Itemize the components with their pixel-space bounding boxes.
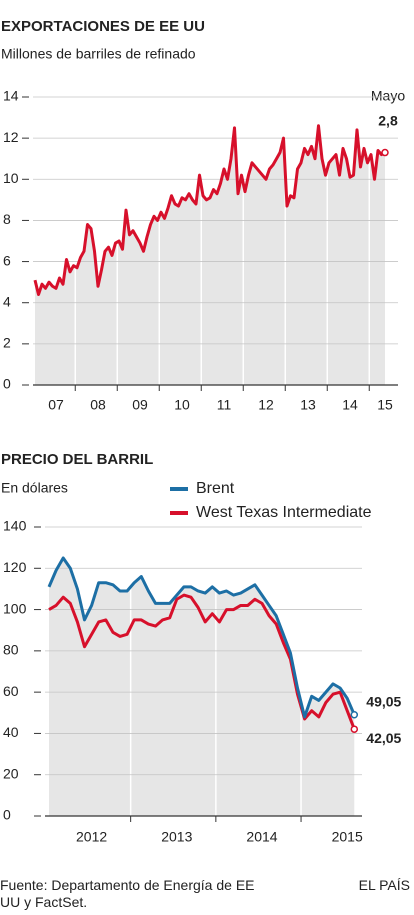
x-tick-label: 14 <box>342 397 358 413</box>
x-tick-label: 07 <box>48 397 64 413</box>
y-tick-label: 6 <box>3 252 11 268</box>
x-tick-label: 2015 <box>332 829 363 845</box>
y-tick-label: 100 <box>3 600 27 616</box>
y-tick-label: 0 <box>3 376 11 392</box>
y-tick-label: 0 <box>3 807 11 823</box>
y-tick-label: 14 <box>3 88 19 104</box>
y-tick-label: 2 <box>3 335 11 351</box>
x-tick-label: 2013 <box>161 829 192 845</box>
y-tick-label: 140 <box>3 518 27 534</box>
x-tick-label: 10 <box>174 397 190 413</box>
area <box>35 125 385 386</box>
x-tick-label: 2014 <box>246 829 277 845</box>
series-line <box>47 556 356 719</box>
end-marker <box>350 725 359 733</box>
exports-chart: EXPORTACIONES DE EE UU Millones de barri… <box>1 18 405 413</box>
y-tick-label: 60 <box>3 683 19 699</box>
credit: EL PAÍS <box>358 877 410 893</box>
annotation: Mayo <box>371 88 405 104</box>
x-tick-label: 09 <box>132 397 148 413</box>
x-tick-label: 12 <box>258 397 274 413</box>
y-tick-label: 8 <box>3 211 11 227</box>
x-tick-label: 11 <box>217 397 232 413</box>
legend-label: West Texas Intermediate <box>196 504 372 521</box>
y-tick-label: 4 <box>3 293 11 309</box>
legend-label: Brent <box>196 480 235 497</box>
y-tick-label: 80 <box>3 642 19 658</box>
price-chart: PRECIO DEL BARRIL En dólares 0 20 40 60 80 10… <box>1 451 402 845</box>
y-tick-label: 12 <box>3 129 19 145</box>
value-label: 49,05 <box>366 693 401 709</box>
chart-subtitle: Millones de barriles de refinado <box>1 46 196 62</box>
end-marker <box>381 148 389 157</box>
series-line <box>33 124 386 296</box>
y-tick-label: 20 <box>3 765 19 781</box>
end-marker <box>350 710 359 719</box>
annotation: 2,8 <box>378 113 398 129</box>
source: Fuente: Departamento de Energía de EE UU… <box>0 877 255 910</box>
y-tick-label: 10 <box>3 170 19 186</box>
chart-title: PRECIO DEL BARRIL <box>1 451 153 468</box>
x-tick-label: 15 <box>377 397 393 413</box>
chart-title: EXPORTACIONES DE EE UU <box>1 18 205 35</box>
chart-subtitle: En dólares <box>1 480 68 496</box>
x-tick-label: 13 <box>300 397 316 413</box>
x-tick-label: 2012 <box>76 829 107 845</box>
y-tick-label: 40 <box>3 724 19 740</box>
y-tick-label: 120 <box>3 559 27 575</box>
x-tick-label: 08 <box>90 397 106 413</box>
value-label: 42,05 <box>366 730 401 746</box>
